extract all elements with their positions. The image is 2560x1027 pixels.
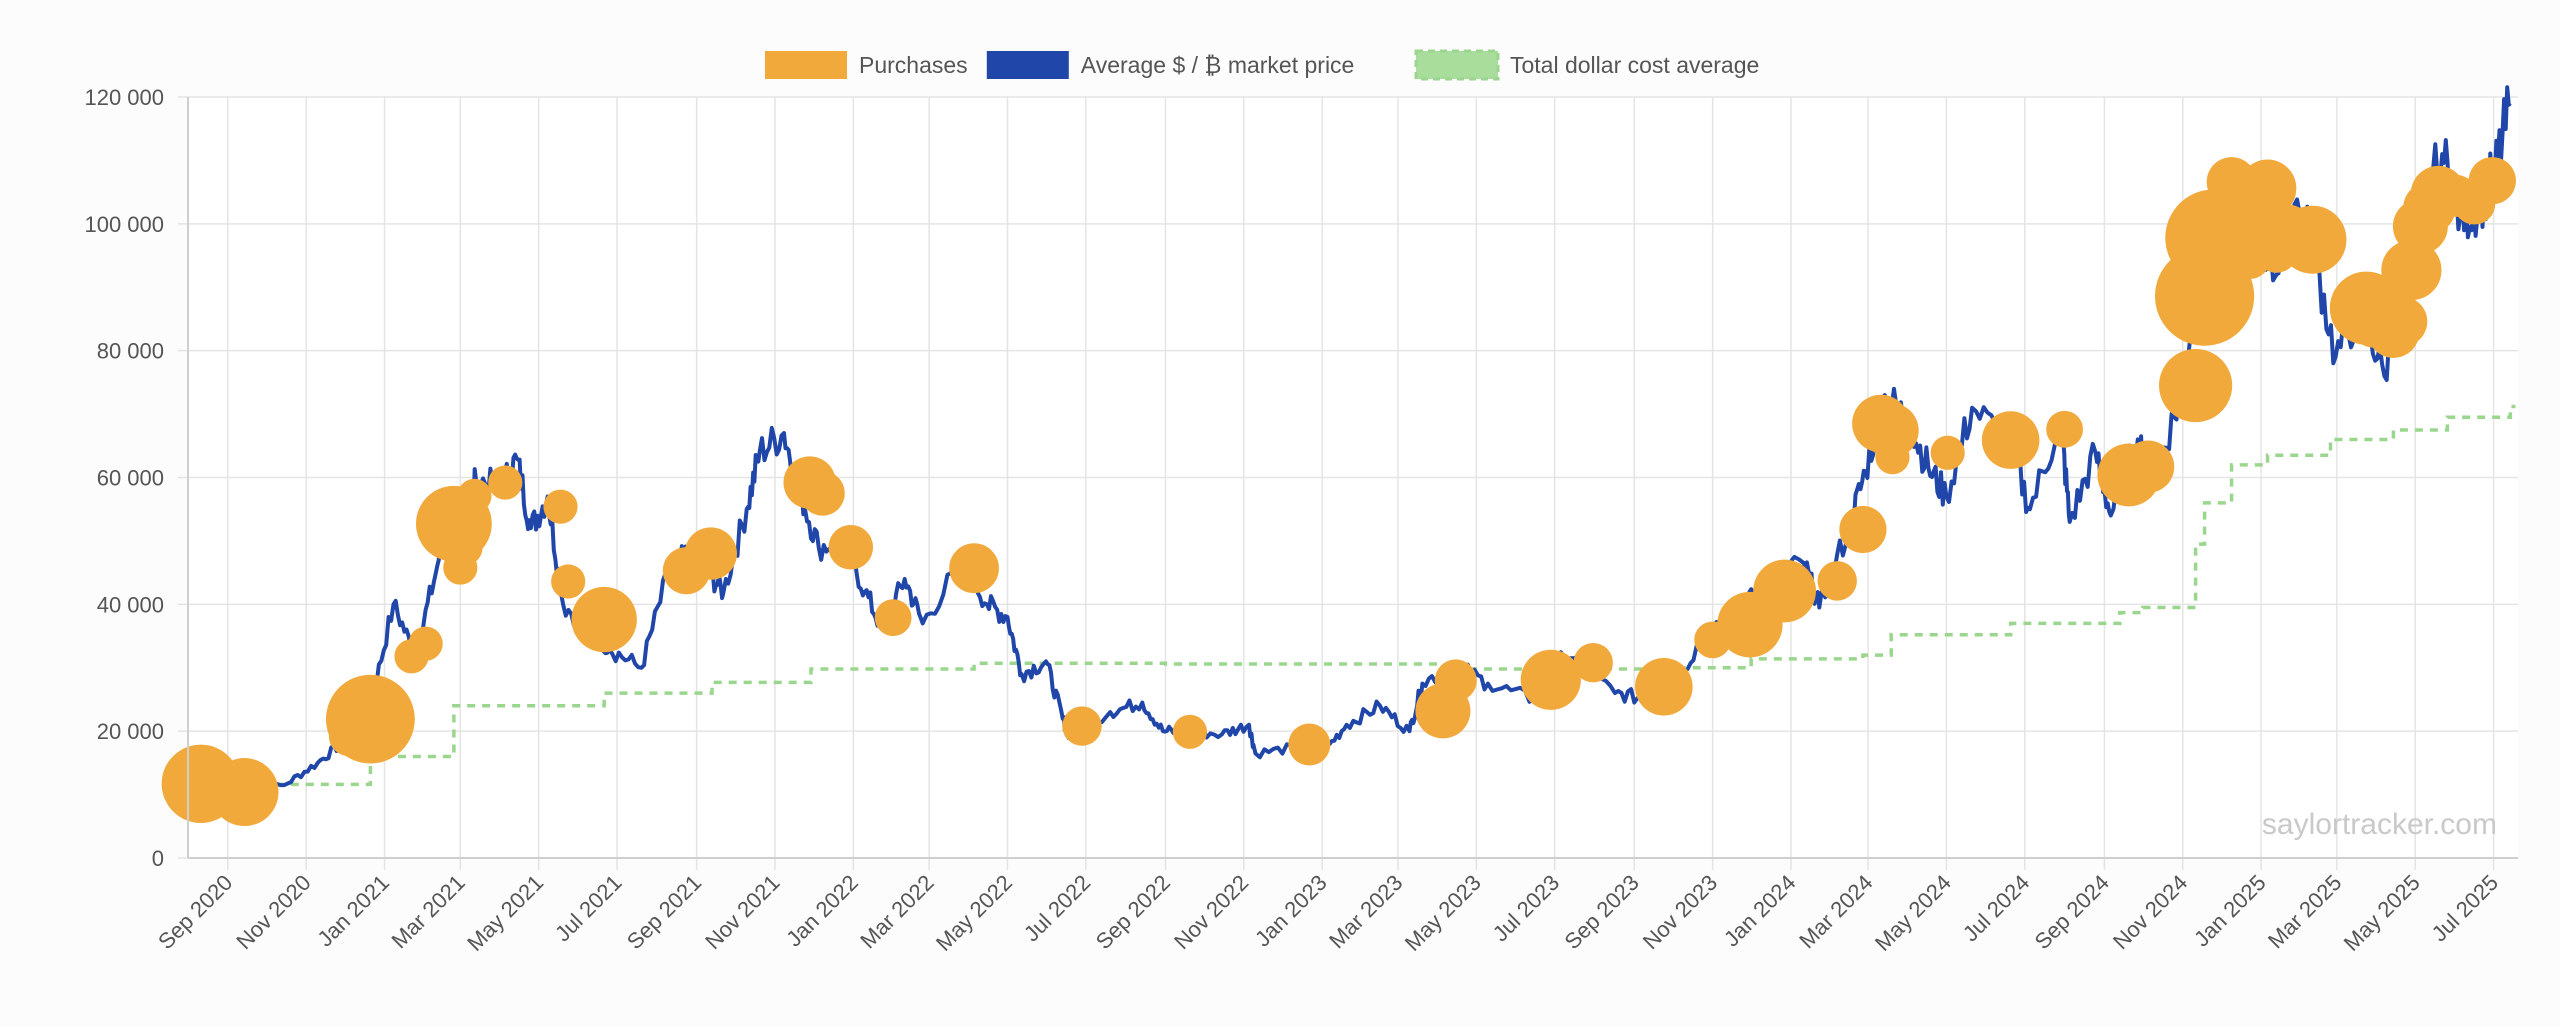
x-tick-label: Mar 2021: [386, 870, 469, 953]
purchase-bubble: [2278, 205, 2347, 274]
x-tick-label: Sep 2022: [1091, 870, 1175, 954]
purchases-series: [161, 157, 2516, 827]
purchase-bubble: [1635, 657, 1693, 716]
x-tick-label: Jul 2025: [2427, 870, 2504, 947]
x-tick-label: May 2021: [462, 870, 548, 956]
x-tick-label: Sep 2020: [153, 870, 237, 954]
purchase-bubble: [828, 524, 874, 570]
purchase-bubble: [551, 564, 586, 599]
purchase-bubble: [1839, 505, 1887, 554]
purchase-bubble: [1753, 559, 1816, 623]
y-tick-label: 80 000: [97, 339, 164, 364]
purchase-bubble: [2468, 157, 2516, 205]
purchase-bubble: [457, 478, 492, 513]
legend-label: Average $ / ₿ market price: [1081, 52, 1355, 78]
y-tick-label: 60 000: [97, 466, 164, 491]
purchase-bubble: [1288, 723, 1331, 766]
x-tick-label: Nov 2022: [1169, 870, 1253, 954]
x-tick-label: Jul 2023: [1488, 870, 1565, 947]
purchase-bubble: [2121, 440, 2175, 493]
watermark: saylortracker.com: [2262, 808, 2497, 841]
x-tick-label: May 2024: [1870, 870, 1956, 956]
purchase-bubble: [1981, 411, 2040, 469]
x-tick-label: Mar 2022: [855, 870, 938, 953]
x-tick-label: Jul 2021: [550, 870, 627, 947]
legend-label: Purchases: [859, 52, 968, 78]
legend-item[interactable]: Total dollar cost average: [1414, 49, 1759, 81]
x-tick-label: Jan 2021: [312, 870, 394, 952]
purchase-bubble: [1573, 642, 1613, 683]
purchase-bubble: [800, 471, 845, 516]
purchase-bubble: [488, 465, 523, 500]
purchase-bubble: [1062, 706, 1102, 746]
purchase-bubble: [1863, 403, 1919, 459]
purchase-bubble: [2381, 240, 2442, 301]
purchase-bubble: [684, 527, 737, 580]
purchase-bubble: [1172, 714, 1207, 749]
y-tick-label: 0: [152, 846, 164, 871]
x-tick-label: Nov 2024: [2108, 870, 2192, 954]
purchase-bubble: [1520, 649, 1581, 710]
legend-swatch-market-price: [986, 51, 1069, 79]
x-tick-label: Sep 2021: [622, 870, 706, 954]
purchase-bubble: [2238, 159, 2297, 218]
x-tick-label: Mar 2025: [2263, 870, 2346, 953]
purchase-bubble: [2159, 348, 2233, 423]
legend-swatch-purchases: [765, 51, 847, 79]
x-tick-label: Nov 2023: [1638, 870, 1722, 954]
purchase-bubble: [543, 489, 578, 524]
x-tick-label: Sep 2023: [1560, 870, 1644, 954]
purchase-bubble: [408, 626, 443, 661]
y-tick-label: 40 000: [97, 592, 164, 617]
purchase-bubble: [949, 543, 999, 594]
legend-swatch-dca: [1414, 49, 1500, 81]
purchase-bubble: [2377, 296, 2428, 347]
legend[interactable]: Purchases Average $ / ₿ market price Total…: [765, 49, 1759, 81]
purchase-bubble: [1434, 659, 1477, 702]
y-tick-label: 100 000: [84, 212, 164, 237]
x-tick-label: May 2025: [2339, 870, 2425, 956]
x-tick-label: Nov 2021: [700, 870, 784, 954]
x-tick-label: Jan 2025: [2189, 870, 2271, 952]
purchase-bubble: [571, 586, 637, 653]
x-tick-label: Jan 2023: [1250, 870, 1332, 952]
purchase-bubble: [1817, 561, 1857, 601]
purchase-bubble: [210, 758, 279, 827]
legend-label: Total dollar cost average: [1510, 52, 1759, 78]
x-tick-label: May 2022: [931, 870, 1017, 956]
purchase-bubble: [874, 599, 912, 637]
x-tick-label: Nov 2020: [231, 870, 315, 954]
x-tick-label: Jan 2024: [1719, 870, 1801, 952]
x-tick-label: May 2023: [1400, 870, 1486, 956]
purchase-bubble: [448, 530, 483, 565]
x-tick-label: Sep 2024: [2030, 870, 2114, 954]
x-tick-label: Mar 2024: [1794, 870, 1877, 953]
x-tick-label: Jul 2022: [1019, 870, 1096, 947]
x-tick-label: Jan 2022: [781, 870, 863, 952]
x-tick-label: Mar 2023: [1324, 870, 1407, 953]
purchase-bubble: [2046, 410, 2083, 448]
legend-item[interactable]: Purchases: [765, 51, 968, 79]
purchase-bubble: [1930, 435, 1965, 470]
purchase-bubble: [325, 674, 415, 764]
legend-item[interactable]: Average $ / ₿ market price: [986, 51, 1355, 79]
x-tick-label: Jul 2024: [1958, 870, 2035, 947]
y-tick-label: 120 000: [84, 85, 164, 110]
purchase-bubble: [1875, 440, 1910, 475]
y-tick-label: 20 000: [97, 719, 164, 744]
